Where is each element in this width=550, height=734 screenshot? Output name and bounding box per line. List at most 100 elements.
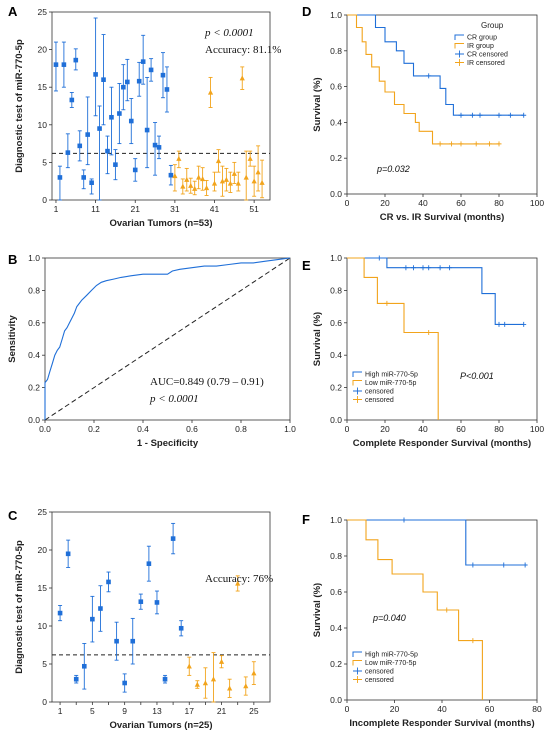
panel-c-accuracy: Accuracy: 76% bbox=[205, 573, 273, 585]
panel-f-letter: F bbox=[302, 512, 310, 527]
panel-f-legend-label: High miR-770-5p bbox=[365, 652, 418, 659]
panel-b-ytick-label: 0.0 bbox=[28, 415, 40, 425]
panel-d-censor-mark bbox=[507, 112, 513, 118]
panel-a-point-square bbox=[53, 62, 59, 67]
panel-c-point-triangle bbox=[227, 685, 233, 691]
panel-e-ytick-label: 0.8 bbox=[330, 285, 342, 295]
panel-c-point-square bbox=[138, 599, 144, 604]
panel-d-ytick-label: 0.0 bbox=[330, 189, 342, 199]
panel-e-xtick-label: 100 bbox=[530, 424, 544, 434]
panel-c-xtick-label: 17 bbox=[185, 706, 195, 716]
panel-f-censor-mark bbox=[522, 562, 528, 568]
panel-f-xtick-label: 60 bbox=[485, 704, 495, 714]
panel-d-legend-swatch bbox=[455, 59, 464, 66]
panel-a-point-square bbox=[77, 143, 83, 149]
panel-a-point-square bbox=[57, 175, 63, 180]
panel-c-xtick-label: 21 bbox=[217, 706, 227, 716]
panel-d-legend-label: CR group bbox=[467, 35, 497, 42]
panel-e-censor-mark bbox=[411, 265, 416, 271]
panel-b-xlabel: 1 - Specificity bbox=[137, 438, 199, 449]
panel-e-xtick-label: 60 bbox=[456, 424, 466, 434]
panel-a-point-square bbox=[65, 150, 71, 155]
panel-b-roc-curve bbox=[44, 257, 291, 420]
panel-f-xtick-label: 0 bbox=[345, 704, 350, 714]
panel-c-ytick-label: 10 bbox=[38, 621, 48, 631]
panel-d-censor-mark bbox=[469, 112, 475, 118]
panel-c-point-square bbox=[57, 610, 63, 616]
panel-a-point-triangle bbox=[207, 89, 214, 95]
panel-d-censor-mark bbox=[496, 141, 502, 147]
panel-a-point-square bbox=[85, 132, 90, 137]
panel-e-ytick-label: 0.2 bbox=[330, 383, 342, 393]
panel-c-point-square bbox=[122, 680, 127, 686]
panel-b-ytick-label: 0.8 bbox=[28, 285, 40, 295]
panel-c-point-square bbox=[65, 551, 71, 557]
panel-c-point-square bbox=[98, 606, 103, 611]
panel-a-point-square bbox=[73, 57, 79, 63]
panel-e-legend-label: High miR-770-5p bbox=[365, 372, 418, 379]
panel-d-legend-swatch bbox=[454, 43, 464, 49]
panel-b-xtick-label: 0.6 bbox=[186, 424, 198, 434]
panel-c-ytick-label: 15 bbox=[38, 583, 48, 593]
panel-d-survival-curve bbox=[347, 14, 499, 145]
panel-a-point-triangle bbox=[255, 169, 261, 175]
panel-e-censor-mark bbox=[447, 265, 453, 271]
panel-a-point-triangle bbox=[231, 170, 237, 176]
panel-e-ytick-label: 0.4 bbox=[330, 350, 342, 360]
panel-f-censor-mark bbox=[501, 562, 507, 568]
panel-c-xtick-label: 25 bbox=[249, 706, 259, 716]
panel-b-pvalue: p < 0.0001 bbox=[149, 393, 199, 405]
panel-e-xtick-label: 0 bbox=[345, 424, 350, 434]
panel-a-point-square bbox=[101, 77, 106, 82]
panel-d-xtick-label: 80 bbox=[494, 198, 504, 208]
panel-f-xtick-label: 20 bbox=[390, 704, 400, 714]
panel-d-xtick-label: 0 bbox=[345, 198, 350, 208]
panel-a-point-triangle bbox=[203, 185, 210, 191]
panel-a-point-square bbox=[81, 175, 87, 180]
panel-a-point-triangle bbox=[235, 180, 241, 186]
panel-f-legend-label: Low miR-770-5p bbox=[365, 660, 416, 667]
panel-c-ytick-label: 20 bbox=[38, 545, 48, 555]
panel-a-point-square bbox=[156, 145, 162, 150]
panel-b-auc: AUC=0.849 (0.79 – 0.91) bbox=[150, 376, 264, 388]
panel-f-ytick-label: 0.8 bbox=[330, 551, 342, 561]
panel-a-ytick-label: 5 bbox=[42, 157, 47, 167]
panel-a-point-square bbox=[121, 84, 126, 90]
panel-a-point-square bbox=[140, 59, 146, 64]
panel-f-xlabel: Incomplete Responder Survival (months) bbox=[349, 718, 534, 729]
panel-d-legend-label: IR group bbox=[467, 43, 494, 50]
panel-e-censor-mark bbox=[376, 255, 382, 261]
panel-f-ytick-label: 0.4 bbox=[330, 623, 342, 633]
panel-a-xtick-label: 31 bbox=[170, 204, 180, 214]
panel-a-point-square bbox=[128, 118, 134, 124]
panel-f: F 0 20 40 60 80 0.0 0.2 0.4 0.6 0.8 1.0 Incomplete R… bbox=[302, 512, 542, 729]
panel-c-point-triangle bbox=[210, 676, 217, 682]
panel-e-legend-label: censored bbox=[365, 397, 394, 404]
panel-b-ytick-label: 0.2 bbox=[28, 383, 40, 393]
panel-f-legend-swatch bbox=[352, 651, 362, 657]
panel-a-point-square bbox=[148, 67, 154, 73]
panel-a-point-square bbox=[144, 127, 150, 133]
panel-c-point-triangle bbox=[218, 658, 225, 664]
panel-f-legend-swatch bbox=[352, 660, 362, 666]
panel-a-point-triangle bbox=[243, 174, 249, 180]
panel-a-point-triangle bbox=[211, 180, 218, 186]
panel-a-point-square bbox=[69, 97, 75, 103]
panel-c-point-square bbox=[146, 561, 152, 566]
panel-b-xtick-label: 1.0 bbox=[284, 424, 296, 434]
panel-c-point-triangle bbox=[186, 663, 192, 669]
panel-c-xtick-label: 5 bbox=[90, 706, 95, 716]
panel-e-legend-label: censored bbox=[365, 389, 394, 396]
panel-f-ytick-label: 0.2 bbox=[330, 659, 342, 669]
panel-d-ytick-label: 1.0 bbox=[330, 10, 342, 20]
panel-e-legend-swatch bbox=[353, 387, 362, 395]
panel-a-accuracy: Accuracy: 81.1% bbox=[205, 44, 281, 56]
panel-a-point-square bbox=[109, 114, 114, 120]
panel-a-xtick-label: 51 bbox=[249, 204, 259, 214]
panel-e-xtick-label: 20 bbox=[380, 424, 390, 434]
panel-e-ytick-label: 0.0 bbox=[330, 415, 342, 425]
panel-e-censor-mark bbox=[384, 300, 390, 306]
panel-a-frame bbox=[51, 11, 271, 201]
panel-c-ylabel: Diagnostic test of miR-770-5p bbox=[14, 540, 25, 674]
